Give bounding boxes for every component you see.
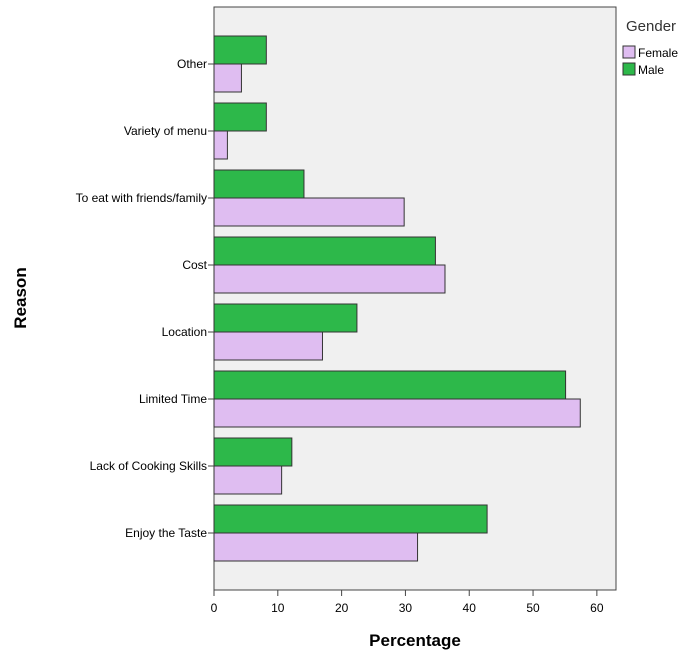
x-tick-label: 20 xyxy=(335,601,349,615)
category-label-other: Other xyxy=(177,57,207,71)
bar-male-to-eat-with-friends-family xyxy=(213,169,305,199)
bar-male-cost xyxy=(213,236,436,266)
y-axis-title: Reason xyxy=(11,267,30,328)
bar-male-limited-time xyxy=(213,370,567,400)
x-tick-label: 60 xyxy=(590,601,604,615)
x-tick-label: 10 xyxy=(271,601,285,615)
category-label-enjoy-the-taste: Enjoy the Taste xyxy=(125,526,207,540)
bar-female-cost xyxy=(213,264,446,294)
x-tick-label: 40 xyxy=(463,601,477,615)
category-label-cost: Cost xyxy=(182,258,207,272)
bar-male-location xyxy=(213,303,358,333)
legend-label-male: Male xyxy=(638,63,664,77)
plot-area xyxy=(213,6,617,591)
x-tick-label: 0 xyxy=(211,601,218,615)
x-axis-title: Percentage xyxy=(369,631,461,650)
legend-label-female: Female xyxy=(638,46,678,60)
legend-swatch-male xyxy=(622,62,636,76)
legend: Gender Female Male xyxy=(622,18,678,77)
bars-group xyxy=(208,35,581,562)
category-label-limited-time: Limited Time xyxy=(139,392,207,406)
bar-female-variety-of-menu xyxy=(213,130,228,160)
x-tick-label: 30 xyxy=(399,601,413,615)
bar-female-to-eat-with-friends-family xyxy=(213,197,405,227)
category-labels: Other Variety of menu To eat with friends/… xyxy=(76,57,208,540)
legend-swatch-female xyxy=(622,45,636,59)
category-label-variety-of-menu: Variety of menu xyxy=(124,124,207,138)
bar-male-other xyxy=(213,35,267,65)
x-tick-group: 0 10 20 30 40 50 60 xyxy=(211,590,604,615)
category-label-location: Location xyxy=(162,325,207,339)
bar-male-enjoy-the-taste xyxy=(213,504,488,534)
bar-male-lack-of-cooking-skills xyxy=(213,437,293,467)
bar-female-lack-of-cooking-skills xyxy=(213,465,283,495)
legend-title: Gender xyxy=(626,18,676,35)
bar-female-other xyxy=(213,63,242,93)
category-label-to-eat-with-friends-family: To eat with friends/family xyxy=(76,191,207,205)
bar-female-location xyxy=(213,331,323,361)
bar-female-limited-time xyxy=(213,398,581,428)
x-tick-label: 50 xyxy=(526,601,540,615)
bar-male-variety-of-menu xyxy=(213,102,267,132)
bar-female-enjoy-the-taste xyxy=(213,532,419,562)
category-label-lack-of-cooking-skills: Lack of Cooking Skills xyxy=(90,459,207,473)
